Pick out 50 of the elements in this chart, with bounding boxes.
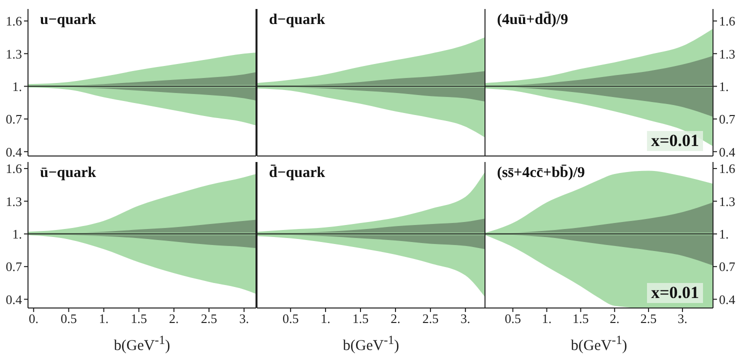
x-tick-label: 3. bbox=[460, 311, 470, 326]
y-tick-label: 0.7 bbox=[6, 259, 22, 274]
chart-title: ū−quark bbox=[40, 165, 96, 182]
y-tick-label: 1. bbox=[719, 226, 729, 242]
y-tick-label: 1.6 bbox=[719, 14, 736, 29]
y-tick-label: 1.6 bbox=[6, 161, 22, 176]
annotation: x=0.01 bbox=[647, 131, 703, 151]
chart-title: d̄−quark bbox=[269, 165, 326, 182]
chart-title: u−quark bbox=[40, 12, 96, 29]
x-tick-label: 2. bbox=[610, 311, 620, 326]
chart-title: (ss̄+4cc̄+bb̄)/9 bbox=[497, 165, 585, 182]
x-tick-label: 1. bbox=[542, 311, 552, 326]
x-tick-label: 1. bbox=[98, 311, 109, 326]
y-tick-label: 0.7 bbox=[719, 259, 736, 274]
y-tick-label: 0.4 bbox=[719, 144, 736, 160]
x-tick-label: 1.5 bbox=[352, 311, 369, 326]
x-tick-label: 3. bbox=[239, 311, 249, 326]
x-tick-label: 0.5 bbox=[60, 311, 77, 326]
y-tick-label: 1.6 bbox=[719, 161, 736, 176]
y-tick-label: 0.4 bbox=[6, 292, 22, 307]
x-tick-label: 2. bbox=[169, 311, 179, 326]
y-tick-label: 0.4 bbox=[719, 292, 736, 307]
y-tick-label: 1. bbox=[12, 78, 22, 94]
y-tick-label: 1. bbox=[12, 226, 22, 242]
y-tick-label: 1.6 bbox=[6, 14, 22, 29]
x-axis-title: b(GeV$^{-1}$) bbox=[570, 333, 628, 354]
y-tick-label: 0.7 bbox=[719, 112, 736, 127]
x-tick-label: 1. bbox=[320, 311, 330, 326]
x-tick-label: 1.5 bbox=[130, 311, 147, 326]
y-tick-label: 0.7 bbox=[6, 112, 22, 127]
x-tick-label: 1.5 bbox=[572, 311, 589, 326]
x-tick-label: 2.5 bbox=[200, 311, 218, 326]
x-axis-title: b(GeV$^{-1}$) bbox=[112, 333, 172, 354]
y-tick-label: 1.3 bbox=[719, 194, 736, 209]
x-tick-label: 2.5 bbox=[422, 311, 439, 326]
x-tick-label: 0.5 bbox=[504, 311, 521, 326]
x-tick-label: 3. bbox=[678, 311, 688, 326]
y-tick-label: 1.3 bbox=[719, 46, 736, 62]
y-tick-label: 1.3 bbox=[6, 194, 22, 209]
x-tick-label: 0.5 bbox=[282, 311, 299, 326]
x-tick-label: 2. bbox=[390, 311, 400, 326]
chart-title: d−quark bbox=[269, 12, 326, 29]
y-tick-label: 1. bbox=[719, 78, 729, 94]
x-tick-label: 0. bbox=[28, 311, 38, 326]
y-tick-label: 1.3 bbox=[6, 46, 22, 62]
x-axis-title: b(GeV$^{-1}$) bbox=[342, 333, 400, 354]
annotation: x=0.01 bbox=[647, 283, 703, 303]
x-tick-label: 2.5 bbox=[640, 311, 657, 326]
y-tick-label: 0.4 bbox=[6, 144, 22, 160]
chart-title: (4uū+dd̄)/9 bbox=[497, 12, 568, 29]
